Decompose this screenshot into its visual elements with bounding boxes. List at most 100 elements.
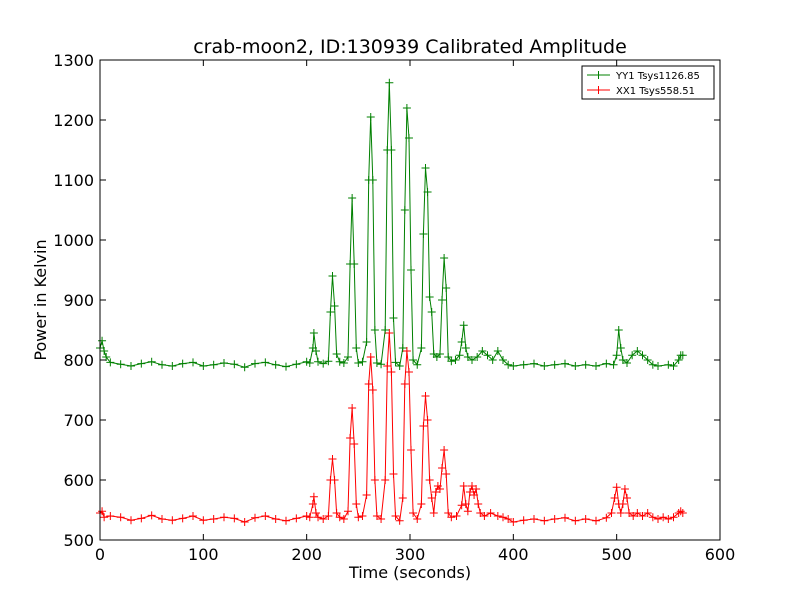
legend: YY1 Tsys1126.85 XX1 Tsys558.51 xyxy=(581,65,715,100)
data-point xyxy=(404,368,413,376)
data-point xyxy=(368,176,377,184)
axes-layer: 0 100 200 300 400 500 600 500 600 700 800 900 1000 11… xyxy=(53,51,735,564)
data-point xyxy=(488,356,497,364)
data-point xyxy=(350,440,359,448)
data-point xyxy=(358,357,367,366)
series-1 xyxy=(96,78,687,372)
data-point xyxy=(470,491,479,499)
y-tick-label: 1200 xyxy=(53,111,94,130)
data-point xyxy=(292,360,301,369)
data-point xyxy=(628,351,637,360)
data-point xyxy=(319,359,328,368)
data-point xyxy=(423,416,432,424)
data-point xyxy=(366,113,375,121)
data-point xyxy=(102,353,111,361)
data-point xyxy=(463,353,472,361)
y-tick-label: 700 xyxy=(63,411,94,430)
data-point xyxy=(282,516,290,525)
data-point xyxy=(419,422,428,430)
data-point xyxy=(612,483,621,492)
data-point xyxy=(292,514,301,523)
data-point xyxy=(623,359,631,367)
data-point xyxy=(550,360,559,369)
data-point xyxy=(362,491,371,499)
data-point xyxy=(429,509,438,517)
data-point xyxy=(476,509,485,517)
data-point xyxy=(348,404,357,412)
data-point xyxy=(354,513,363,522)
data-point xyxy=(335,513,344,522)
data-point xyxy=(633,347,642,355)
data-point xyxy=(461,500,470,508)
data-point xyxy=(459,482,468,490)
data-point xyxy=(473,353,482,361)
data-point xyxy=(669,513,678,522)
data-point xyxy=(648,513,657,522)
data-point xyxy=(261,512,270,520)
data-point xyxy=(440,446,449,454)
data-point xyxy=(354,359,363,367)
data-point xyxy=(620,485,629,493)
data-point xyxy=(638,351,647,360)
y-tick-label: 1300 xyxy=(53,51,94,70)
data-point xyxy=(435,485,444,493)
data-point xyxy=(438,296,447,304)
data-point xyxy=(468,356,476,364)
data-point xyxy=(398,494,407,502)
data-point xyxy=(137,514,146,523)
data-point xyxy=(616,344,625,352)
data-point xyxy=(493,512,502,520)
data-point xyxy=(106,512,115,520)
data-point xyxy=(435,350,444,358)
data-point xyxy=(440,254,449,262)
data-point xyxy=(483,351,492,360)
data-point xyxy=(127,516,135,525)
data-point xyxy=(116,360,125,369)
data-point xyxy=(530,515,538,523)
legend-item: XX1 Tsys558.51 xyxy=(587,86,695,97)
legend-marker xyxy=(594,71,603,79)
data-point xyxy=(339,515,348,523)
data-point xyxy=(404,134,413,142)
data-point xyxy=(425,476,434,484)
data-point xyxy=(305,359,314,367)
x-tick-label: 400 xyxy=(498,545,529,564)
data-point xyxy=(400,206,409,214)
data-point xyxy=(385,329,394,337)
data-point xyxy=(452,512,461,520)
data-point xyxy=(387,368,396,376)
data-point xyxy=(305,513,314,522)
data-point xyxy=(447,513,456,522)
data-point xyxy=(261,358,270,367)
data-point xyxy=(451,356,460,364)
data-point xyxy=(158,515,166,523)
data-point xyxy=(158,360,166,369)
data-point xyxy=(100,513,109,522)
data-point xyxy=(98,507,107,516)
data-point xyxy=(339,359,348,367)
data-point xyxy=(346,434,355,442)
data-point xyxy=(178,359,187,368)
data-point xyxy=(395,516,404,525)
data-point xyxy=(609,360,618,369)
data-point xyxy=(368,386,377,394)
legend-label: YY1 Tsys1126.85 xyxy=(615,71,700,82)
data-point xyxy=(499,356,507,364)
data-point xyxy=(309,329,318,337)
data-point xyxy=(540,516,549,525)
data-point xyxy=(417,344,426,352)
data-point xyxy=(540,362,549,370)
data-point xyxy=(438,464,447,472)
data-point xyxy=(116,513,125,522)
data-point xyxy=(230,360,239,369)
data-point xyxy=(509,362,518,370)
data-point xyxy=(623,494,631,502)
data-point xyxy=(674,356,683,364)
data-point xyxy=(352,500,361,508)
data-point xyxy=(230,514,239,523)
data-point xyxy=(444,509,453,517)
data-point xyxy=(324,357,333,366)
data-point xyxy=(407,266,416,274)
data-point xyxy=(387,146,396,154)
data-point xyxy=(592,516,600,525)
